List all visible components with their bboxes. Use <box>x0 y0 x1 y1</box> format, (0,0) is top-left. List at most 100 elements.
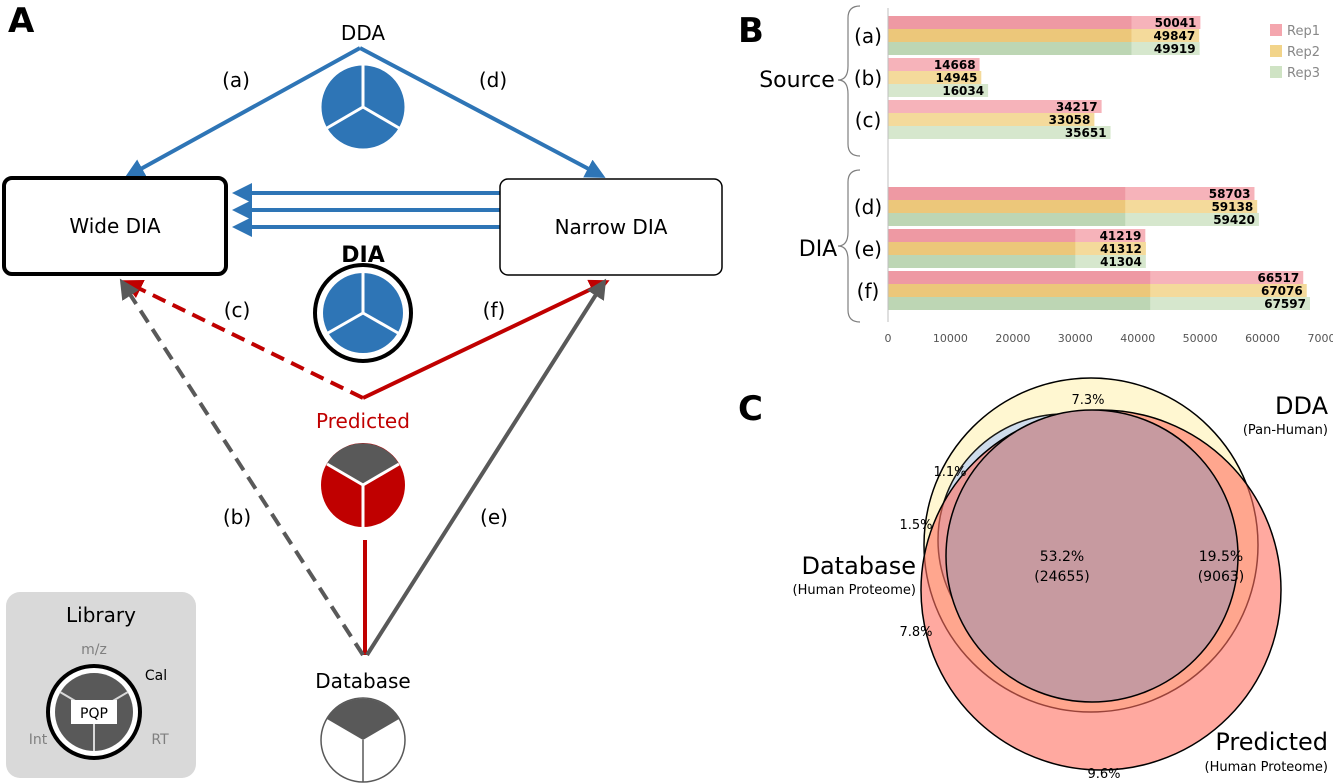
wide-dia-label: Wide DIA <box>69 214 161 238</box>
bar-value-label: 67597 <box>1264 297 1306 311</box>
edge-a-arrow <box>124 46 361 178</box>
edge-b-arrow <box>119 278 365 657</box>
x-tick-label: 20000 <box>995 332 1030 345</box>
library-title: Library <box>66 603 136 627</box>
bar-overlap-rep2 <box>888 200 1126 213</box>
category-label: (b) <box>854 66 882 90</box>
library-pie-icon <box>46 664 142 760</box>
bar-value-label: 67076 <box>1261 284 1303 298</box>
bar-overlap-rep1 <box>888 271 1151 284</box>
bar-rep2 <box>888 113 1095 126</box>
venn-center-pct: 53.2% <box>1040 549 1084 565</box>
bar-overlap-rep1 <box>888 187 1126 200</box>
library-cal-label: Cal <box>145 668 167 684</box>
venn-pct-db-dda: 1.1% <box>933 465 966 480</box>
narrow-dia-box <box>499 178 723 276</box>
x-tick-label: 10000 <box>933 332 968 345</box>
venn-core-circle <box>945 409 1239 703</box>
database-label: Database <box>315 669 410 693</box>
dia-pie-icon <box>313 263 413 363</box>
bar-rep1 <box>888 100 1102 113</box>
group-label-dia: DIA <box>799 237 837 262</box>
venn-pct-pred-only: 9.6% <box>1087 767 1120 782</box>
panel-a: A DDA Wide DIA Narrow DIA DIA <box>2 1 723 783</box>
x-tick-label: 70000 <box>1308 332 1333 345</box>
venn-right-count: (9063) <box>1198 569 1245 585</box>
category-label: (a) <box>854 24 882 48</box>
category-label: (f) <box>857 279 880 303</box>
venn-pct-db-pred: 7.8% <box>899 625 932 640</box>
edge-label-c: (c) <box>224 298 251 322</box>
library-mz-label: m/z <box>81 642 107 658</box>
bar-value-label: 34217 <box>1056 100 1098 114</box>
venn-center-count: (24655) <box>1034 569 1089 585</box>
legend-label-rep1: Rep1 <box>1287 24 1320 39</box>
bar-overlap-rep1 <box>888 229 1076 242</box>
bar-value-label: 35651 <box>1065 126 1107 140</box>
predicted-pie-icon <box>321 443 405 527</box>
database-pie-icon <box>320 697 406 783</box>
x-tick-label: 60000 <box>1245 332 1280 345</box>
bar-value-label: 66517 <box>1258 271 1300 285</box>
x-tick-label: 30000 <box>1058 332 1093 345</box>
bar-rep2 <box>888 71 982 84</box>
bar-value-label: 49847 <box>1153 29 1195 43</box>
bar-value-label: 41219 <box>1100 229 1142 243</box>
bar-value-label: 50041 <box>1155 16 1197 30</box>
library-legend: Library m/z PQP Cal Int RT <box>6 592 196 778</box>
venn-database-sublabel: (Human Proteome) <box>793 583 917 598</box>
venn-predicted-label: Predicted <box>1215 728 1328 756</box>
bar-value-label: 41304 <box>1100 255 1142 269</box>
venn-database-label: Database <box>801 552 916 580</box>
category-label: (e) <box>854 237 882 261</box>
panel-b-letter: B <box>738 11 764 51</box>
edge-label-a: (a) <box>222 68 250 92</box>
x-tick-label: 50000 <box>1183 332 1218 345</box>
bar-value-label: 16034 <box>942 84 984 98</box>
predicted-label: Predicted <box>316 409 410 433</box>
library-int-label: Int <box>29 732 48 748</box>
x-tick-label: 0 <box>885 332 892 345</box>
bar-overlap-rep2 <box>888 284 1151 297</box>
bar-value-label: 59420 <box>1213 213 1255 227</box>
wide-dia-box <box>2 176 228 276</box>
dia-brace <box>837 169 861 323</box>
venn-pct-dda-only: 7.3% <box>1071 393 1104 408</box>
edge-f-arrow <box>362 279 610 400</box>
source-brace <box>837 5 861 157</box>
library-pqp-label: PQP <box>80 706 108 722</box>
dda-pie-icon <box>320 64 406 150</box>
venn-pct-db-only: 1.5% <box>899 518 932 533</box>
bar-overlap-rep1 <box>888 16 1132 29</box>
bar-rep1 <box>888 58 980 71</box>
bar-overlap-rep2 <box>888 29 1132 42</box>
bar-rep3 <box>888 84 989 97</box>
edge-d-arrow <box>359 46 606 178</box>
bar-value-label: 41312 <box>1100 242 1142 256</box>
bar-value-label: 59138 <box>1211 200 1253 214</box>
group-label-source: Source <box>759 68 835 93</box>
panel-c: C DDA (Pan-Human) Database (Human Proteo… <box>738 377 1329 782</box>
venn-dda-label: DDA <box>1275 392 1329 420</box>
narrow-dia-label: Narrow DIA <box>555 215 668 239</box>
panel-a-letter: A <box>8 1 35 41</box>
edge-label-d: (d) <box>479 68 507 92</box>
legend-swatch-rep3 <box>1270 66 1282 78</box>
bar-value-label: 58703 <box>1209 187 1251 201</box>
edge-label-b: (b) <box>223 505 251 529</box>
legend-label-rep3: Rep3 <box>1287 66 1320 81</box>
bar-overlap-rep2 <box>888 242 1076 255</box>
panel-b: B Source DIA (a)500414984749919(b)146681… <box>738 5 1333 345</box>
category-label: (c) <box>855 108 882 132</box>
panel-c-letter: C <box>738 389 763 429</box>
venn-dda-sublabel: (Pan-Human) <box>1243 423 1328 438</box>
legend-swatch-rep1 <box>1270 24 1282 36</box>
bar-overlap-rep3 <box>888 42 1132 55</box>
bar-overlap-rep3 <box>888 255 1076 268</box>
bar-value-label: 33058 <box>1049 113 1091 127</box>
chart-legend: Rep1 Rep2 Rep3 <box>1270 24 1320 81</box>
edge-e-arrow <box>365 278 607 657</box>
edge-label-e: (e) <box>480 505 508 529</box>
